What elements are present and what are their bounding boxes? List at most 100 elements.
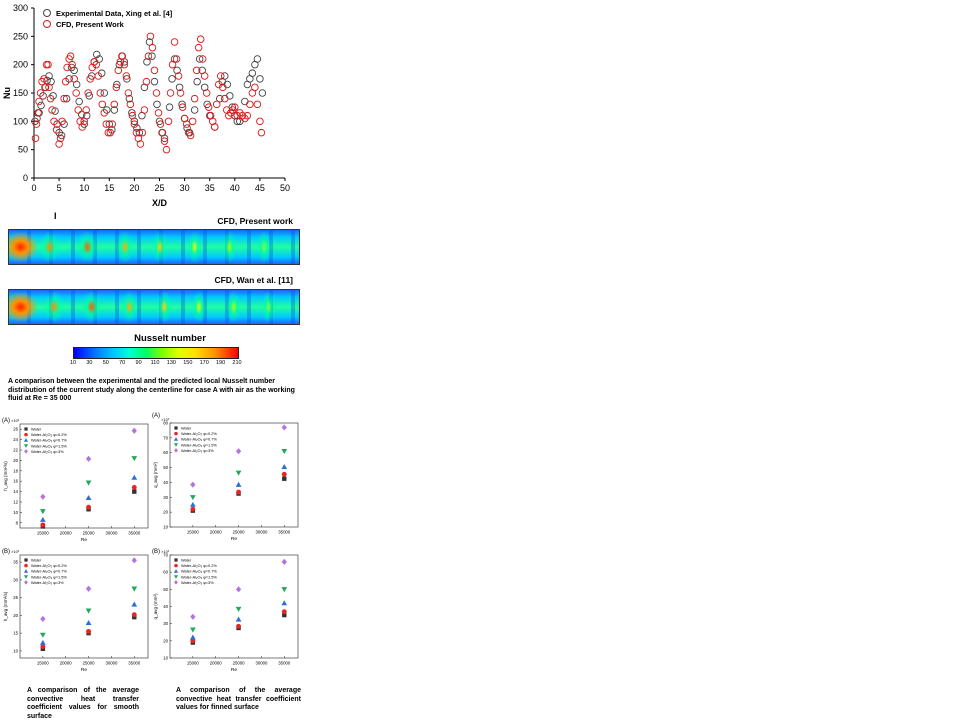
data-point [125,94,134,103]
data-point [39,632,46,638]
data-point [48,106,56,114]
legend-label: Water [31,427,42,432]
data-point [82,106,90,114]
legend-marker [43,20,51,28]
data-point [231,103,239,111]
data-point [282,476,287,481]
x-tick-label: 15000 [37,531,50,536]
colorbar-tick-label: 130 [166,360,176,366]
data-point [66,52,75,60]
y-tick-label: 35 [13,560,18,565]
data-point [131,485,137,490]
data-point [41,83,50,92]
legend-marker [173,575,179,579]
data-point [85,619,92,626]
y-axis-title: Nu [2,87,12,99]
data-point [156,120,165,128]
data-point [144,52,153,60]
data-point [202,89,211,97]
data-point [96,89,105,97]
data-point [281,424,287,431]
data-point [200,72,209,80]
y-tick-label: 10 [163,525,168,530]
legend-marker [173,443,179,447]
y-tick-label: 50 [163,587,168,592]
data-point [190,481,196,488]
data-point [152,89,161,97]
data-point [150,66,159,75]
colorbar-tick-label: 90 [135,360,142,366]
data-point [281,587,288,593]
y-tick-label: 40 [163,604,168,609]
y-axis-title: q_avg (mm²) [153,593,158,620]
data-point [190,106,199,114]
panel-label: (A) [152,413,160,419]
data-point [183,124,191,132]
data-point [186,131,195,140]
data-point [122,72,131,80]
panel-label: (B) [2,549,10,555]
data-point [178,103,187,111]
legend-label: Experimental Data, Xing et al. [4] [56,9,173,18]
y-tick-label: 0 [23,173,28,183]
x-tick-label: 25000 [83,661,96,666]
y-tick-label: 50 [18,145,28,155]
data-point [173,66,181,75]
data-point [235,586,242,593]
legend-label: Water-Al₂O₃ φ=0.2% [31,563,67,568]
legend-label: Water-Al₂O₃ φ=0.7% [31,569,67,574]
data-point [189,495,196,501]
data-point [131,427,137,434]
exponent-label: ×10³ [161,550,169,554]
data-point [130,120,139,128]
data-point [113,80,121,89]
data-point [221,94,229,103]
data-point [145,38,154,46]
x-tick-label: 15000 [187,530,200,535]
data-point [189,627,196,633]
data-point [253,55,262,63]
data-point [80,117,88,126]
legend-marker [173,437,179,441]
data-point [100,89,109,97]
data-point [219,83,227,92]
data-point [75,97,83,106]
data-point [148,52,156,60]
contour-map-present [8,229,300,265]
section-marker: I [54,211,57,221]
data-point [132,489,137,494]
legend-marker [174,431,178,436]
y-tick-label: 50 [163,465,168,470]
colorbar-tick-label: 50 [102,360,109,366]
legend-marker [23,575,29,579]
y-tick-label: 18 [13,468,18,473]
legend-label: Water-Al₂O₃ φ=1.5% [31,443,67,448]
legend-marker [24,449,28,454]
legend-label: Water-Al₂O₃ φ=0.2% [181,563,217,568]
data-point [256,75,264,83]
legend-label: Water-Al₂O₃ φ=1.5% [31,574,67,579]
data-point [258,89,267,97]
data-point [168,75,176,83]
data-point [138,128,147,137]
legend-label: Water-Al₂O₃ φ=3% [31,449,64,454]
y-tick-label: 200 [13,60,28,70]
data-point [84,89,92,97]
panel-label: (B) [152,549,160,555]
legend-label: Water-Al₂O₃ φ=1.5% [181,574,217,579]
data-point [85,585,92,592]
legend-label: Water-Al₂O₃ φ=0.7% [181,569,217,574]
y-tick-label: 30 [163,621,168,626]
x-tick-label: 20000 [210,530,223,535]
data-point [281,558,287,565]
x-axis-title: Re [231,667,237,673]
data-point [45,83,53,92]
data-point [85,494,92,501]
y-tick-label: 30 [13,577,18,582]
data-point [241,114,249,123]
legend-marker [174,558,178,562]
data-point [170,38,179,46]
legend-label: Water-Al₂O₃ φ=0.7% [181,437,217,442]
legend-marker [174,448,178,453]
plot-frame [19,554,149,659]
